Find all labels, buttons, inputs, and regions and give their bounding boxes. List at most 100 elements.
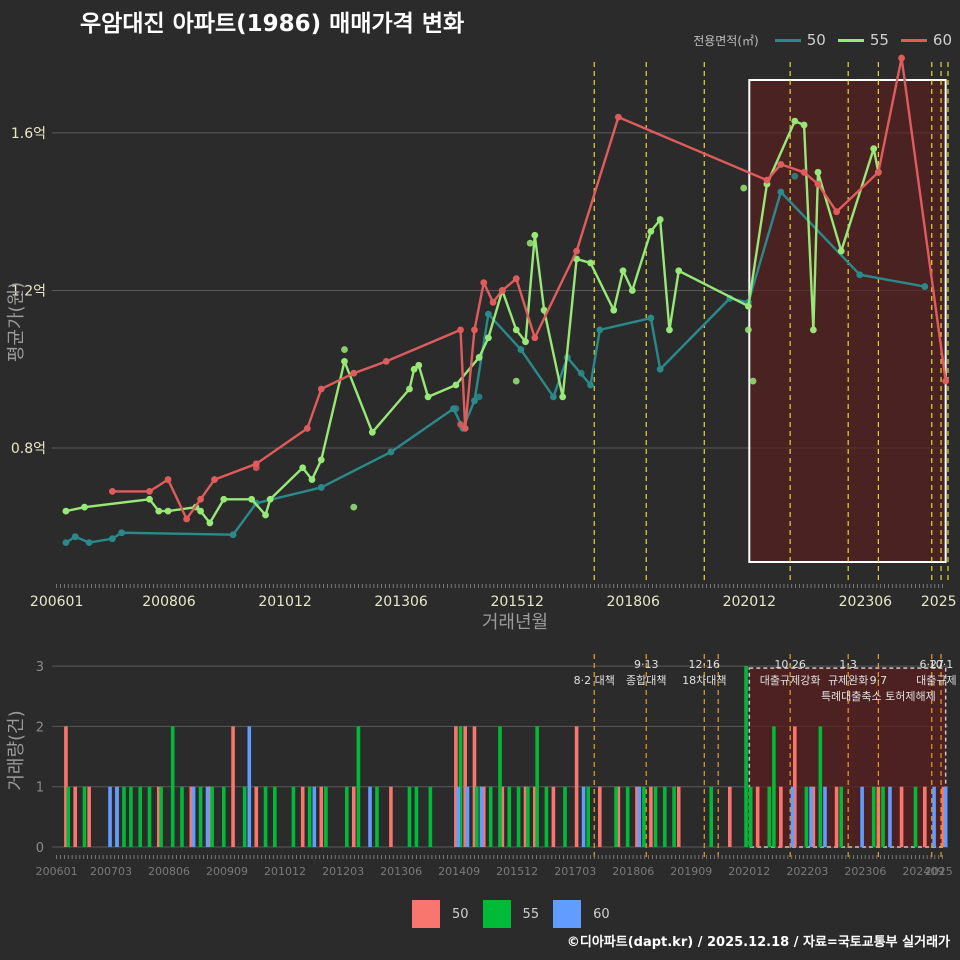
volume-bar-55 <box>263 786 268 847</box>
volume-bar-50 <box>472 726 477 847</box>
volume-bar-50 <box>254 786 259 847</box>
data-point-55 <box>415 361 423 369</box>
scatter-point-60 <box>457 421 464 428</box>
scatter-point-55 <box>526 239 534 247</box>
legend-item-50: 50 <box>774 31 826 49</box>
x-tick-label: 201012 <box>258 594 311 610</box>
data-point-55 <box>317 456 325 464</box>
data-point-60 <box>164 476 172 483</box>
volume-bar-50 <box>454 726 458 847</box>
data-point-60 <box>489 298 497 306</box>
data-point-60 <box>183 515 191 523</box>
volume-bar-55 <box>221 786 226 847</box>
volume-bar-60 <box>108 786 112 847</box>
data-point-60 <box>303 424 311 432</box>
data-point-60 <box>457 326 464 334</box>
data-point-55 <box>870 145 878 153</box>
data-point-50 <box>777 188 785 196</box>
volume-bar-50 <box>755 786 760 847</box>
data-point-60 <box>512 275 520 283</box>
data-point-50 <box>229 531 237 539</box>
volume-bar-55 <box>772 726 776 847</box>
volume-bar-60 <box>115 786 119 847</box>
volume-bar-55 <box>82 786 87 847</box>
volume-bar-55 <box>307 786 312 847</box>
data-point-50 <box>549 393 557 401</box>
volume-bar-chart: 0 1 2 3 8·2 대책 9·13 종합대책 12·16 18차대책 10·26 대출규제강화 1… <box>6 654 957 878</box>
series-line-55 <box>65 119 880 525</box>
volume-bar-60 <box>809 786 813 847</box>
bar-legend-item-60: 60 <box>553 900 610 928</box>
data-point-60 <box>461 424 469 432</box>
data-point-60 <box>480 279 488 287</box>
volume-bar-60 <box>205 786 210 847</box>
volume-bar-50 <box>481 786 486 847</box>
volume-bar-60 <box>479 786 484 847</box>
policy-annotation: 9·7 <box>870 674 888 687</box>
bar-x-tick-label: 201409 <box>438 865 480 878</box>
data-point-55 <box>308 476 316 483</box>
volume-bar-55 <box>748 786 753 847</box>
volume-bar-60 <box>888 786 892 847</box>
bar-x-tick-label: 200703 <box>90 865 132 878</box>
volume-bar-55 <box>586 786 591 847</box>
volume-bar-50 <box>87 786 91 847</box>
volume-bar-55 <box>871 786 876 847</box>
volume-bar-55 <box>210 786 214 847</box>
x-tick-label: 2025 <box>921 594 957 610</box>
volume-bar-50 <box>635 786 639 847</box>
bar-x-tick-label: 202306 <box>844 865 886 878</box>
policy-annotation: 9·13 <box>634 658 659 671</box>
volume-bar-60 <box>823 786 827 847</box>
data-point-55 <box>666 326 673 334</box>
volume-bar-50 <box>779 786 783 847</box>
data-point-60 <box>531 334 539 342</box>
data-point-60 <box>382 357 390 365</box>
volume-bar-55 <box>138 786 143 847</box>
recent-period-highlight <box>748 79 947 563</box>
bar-legend-label-55: 55 <box>522 906 540 922</box>
data-point-60 <box>942 377 950 385</box>
data-point-55 <box>424 393 432 401</box>
bar-legend-swatch-60 <box>553 900 582 928</box>
volume-bar-50 <box>231 726 235 847</box>
volume-bar-55 <box>242 786 247 847</box>
data-point-60 <box>800 168 808 176</box>
x-tick-label: 202306 <box>839 594 893 610</box>
volume-bar-60 <box>191 786 196 847</box>
data-point-60 <box>573 247 581 255</box>
volume-bar-55 <box>881 786 885 847</box>
volume-bar-50 <box>351 786 356 847</box>
policy-annotation: 1·3 <box>839 658 857 671</box>
data-point-55 <box>248 495 256 503</box>
volume-bar-50 <box>616 786 621 847</box>
bar-y-tick-label: 0 <box>36 841 44 856</box>
policy-annotation: 10·1 <box>929 658 954 671</box>
data-point-50 <box>517 346 525 353</box>
volume-bar-55 <box>839 786 844 847</box>
policy-annotation: 6·27 <box>920 658 945 671</box>
volume-bar-60 <box>465 786 470 847</box>
volume-bar-50 <box>208 786 212 847</box>
volume-bar-55 <box>180 786 184 847</box>
volume-bar-55 <box>818 726 823 847</box>
bar-x-tick-label: 202409 <box>902 865 944 878</box>
x-tick-label: 202012 <box>723 594 776 610</box>
volume-bar-50 <box>574 726 579 847</box>
volume-bar-50 <box>649 786 653 847</box>
volume-bar-55 <box>507 786 512 847</box>
volume-bar-55 <box>516 786 521 847</box>
data-point-55 <box>484 334 492 342</box>
data-point-60 <box>197 495 204 503</box>
data-point-55 <box>791 117 799 125</box>
volume-bar-55 <box>653 786 658 847</box>
data-point-55 <box>266 495 274 503</box>
volume-bar-50 <box>551 786 556 847</box>
volume-bar-55 <box>625 786 630 847</box>
data-point-60 <box>898 54 905 62</box>
volume-bar-55 <box>913 786 918 847</box>
data-point-60 <box>874 168 882 176</box>
volume-bar-50 <box>792 726 797 847</box>
y-tick-label: 1.6억 <box>11 126 46 142</box>
bar-x-tick-label: 202203 <box>786 865 828 878</box>
